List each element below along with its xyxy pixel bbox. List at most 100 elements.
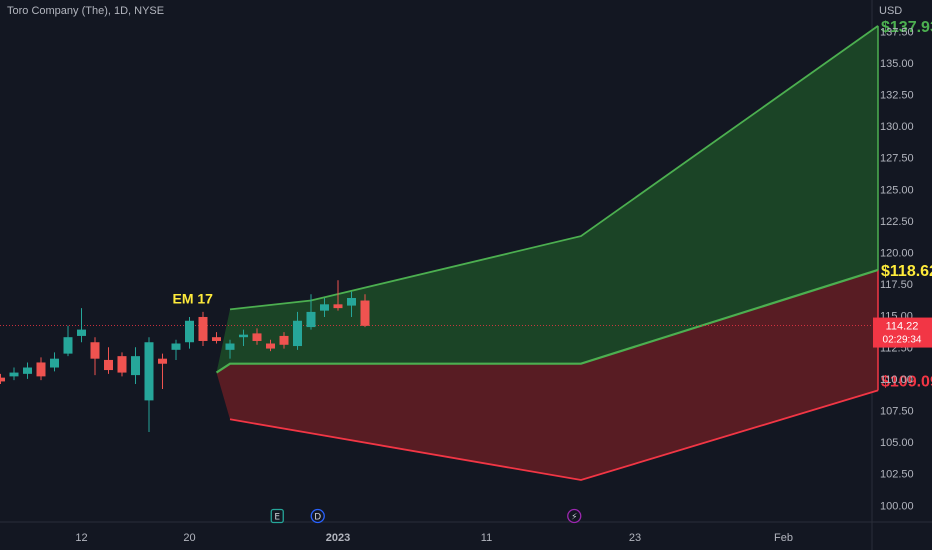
marker-shape — [310, 508, 325, 524]
candle-body — [333, 304, 343, 309]
candle-body — [266, 343, 275, 349]
candle — [198, 311, 208, 347]
candle — [63, 325, 73, 357]
currency-label: USD — [879, 5, 903, 17]
candle-body — [293, 320, 302, 347]
candle — [23, 362, 32, 379]
candle — [320, 298, 329, 317]
candle — [131, 347, 140, 384]
mid-line — [215, 268, 879, 374]
price-tick-label: 130.00 — [880, 121, 914, 133]
marker-label: D — [314, 513, 321, 523]
marker-shape — [270, 508, 284, 524]
candle — [293, 311, 302, 350]
price-badge-countdown: 02:29:34 — [883, 335, 922, 346]
candle-body — [117, 356, 127, 373]
price-tick-label: 135.00 — [880, 58, 914, 70]
time-tick-label: 12 — [75, 532, 87, 544]
time-tick-label: 23 — [629, 532, 641, 544]
candle — [306, 294, 316, 330]
expected-move-labels: EM 17 $137.93 $118.62 $109.09 — [173, 19, 932, 391]
candle — [36, 357, 46, 381]
candle-body — [63, 337, 73, 354]
candle — [144, 337, 154, 432]
candle-body — [198, 316, 208, 341]
candle-body — [158, 358, 167, 364]
upper-expected-move-area — [216, 25, 878, 373]
candle — [50, 352, 59, 372]
candle — [347, 291, 356, 317]
candle — [360, 294, 370, 328]
candle-body — [131, 356, 140, 376]
candle-body — [306, 311, 316, 328]
candle-body — [23, 367, 32, 374]
time-axis: 122020231123Feb13Mar — [75, 532, 793, 544]
candle — [225, 339, 235, 359]
time-tick-label: 20 — [183, 532, 195, 544]
candle — [171, 339, 181, 360]
candle — [185, 316, 194, 349]
candle — [0, 373, 5, 384]
candle-body — [77, 329, 86, 336]
candle — [252, 328, 262, 345]
candle-body — [225, 343, 235, 350]
price-tick-label: 132.50 — [880, 90, 914, 102]
candle — [117, 352, 127, 377]
em-label: EM 17 — [173, 290, 214, 306]
lower-target-label: $109.09 — [881, 373, 932, 390]
symbol-title: Toro Company (The), 1D, NYSE — [7, 5, 165, 17]
candle-body — [9, 372, 19, 377]
candle — [333, 280, 343, 311]
candle — [90, 337, 100, 376]
candle — [77, 308, 86, 343]
candle-body — [171, 343, 181, 350]
expected-move-areas — [0, 25, 879, 481]
event-markers: ED⚡E — [270, 508, 582, 524]
time-tick-label: Feb — [774, 532, 793, 544]
candles — [0, 280, 370, 432]
candle-body — [252, 333, 262, 341]
candle — [279, 332, 289, 349]
candle-body — [50, 358, 59, 368]
price-tick-label: 117.50 — [880, 279, 913, 291]
candle-body — [144, 342, 154, 401]
dividend-marker[interactable]: D — [310, 508, 325, 524]
candle-body — [36, 362, 46, 377]
price-tick-label: 105.00 — [880, 437, 914, 449]
candle — [212, 332, 221, 344]
split-marker[interactable]: ⚡ — [567, 508, 582, 524]
candle-body — [320, 304, 329, 311]
upper-target-label: $137.93 — [881, 19, 932, 36]
current-price-badge: 114.22 02:29:34 — [873, 317, 932, 348]
candle-body — [90, 342, 100, 359]
candle-body — [239, 334, 248, 338]
candle — [158, 353, 167, 390]
price-tick-label: 127.50 — [880, 153, 914, 165]
candle-body — [185, 320, 194, 343]
price-tick-label: 102.50 — [880, 469, 914, 481]
price-tick-label: 100.00 — [880, 500, 914, 512]
candle — [104, 347, 113, 374]
price-badge-bg — [873, 317, 932, 348]
price-axis: 100.00102.50105.00107.50110.00112.50115.… — [880, 26, 914, 512]
marker-label: E — [274, 513, 280, 523]
candle-body — [347, 298, 356, 306]
earnings-marker[interactable]: E — [270, 508, 284, 524]
marker-shape — [567, 508, 582, 524]
price-tick-label: 122.50 — [880, 216, 914, 228]
time-tick-label: 11 — [481, 532, 492, 544]
candle — [9, 367, 19, 381]
candle-body — [104, 359, 113, 371]
candle-body — [360, 300, 370, 326]
candle — [239, 329, 248, 347]
candle — [266, 339, 275, 352]
price-tick-label: 110.00 — [880, 374, 913, 386]
mid-target-label: $118.62 — [881, 263, 932, 280]
price-badge-value: 114.22 — [886, 321, 919, 333]
upper-bound-line — [229, 25, 879, 311]
candle-body — [0, 377, 5, 382]
price-tick-label: 125.00 — [880, 184, 914, 196]
price-tick-label: 137.50 — [880, 26, 914, 38]
candle-body — [279, 335, 289, 345]
